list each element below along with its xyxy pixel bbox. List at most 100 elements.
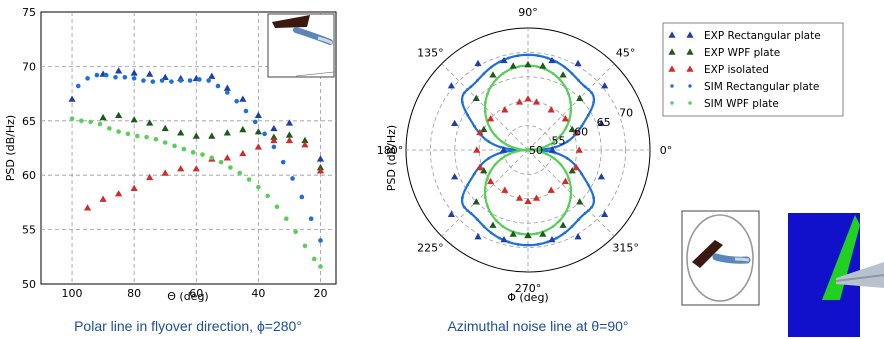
- polar-sim-dot: [535, 65, 539, 68]
- polar-sim-dot: [586, 113, 590, 117]
- polar-sim-dot: [486, 92, 489, 96]
- polar-point-triangle: [500, 235, 508, 243]
- polar-sim-dot: [535, 232, 539, 235]
- polar-sim-dot: [564, 126, 568, 130]
- polar-spoke-gridline: [527, 149, 615, 237]
- polar-sim-dot: [501, 225, 505, 228]
- legend-entry-label: EXP Rectangular plate: [704, 30, 821, 42]
- polar-point-triangle: [559, 71, 567, 78]
- polar-angle-tick-label: 135°: [417, 46, 444, 59]
- polar-sim-dot: [466, 183, 470, 187]
- polar-sim-dot: [489, 65, 493, 69]
- polar-sim-dot: [563, 84, 567, 88]
- polar-point-triangle: [574, 233, 582, 240]
- polar-sim-dot: [580, 172, 584, 176]
- polar-sim-dot: [590, 205, 594, 209]
- polar-sim-dot: [516, 149, 520, 153]
- polar-angle-tick-label: 90°: [518, 6, 538, 19]
- left-point-dot: [134, 133, 140, 139]
- left-point-dot: [113, 74, 118, 80]
- left-point-triangle: [161, 169, 169, 176]
- polar-sim-dot: [563, 231, 567, 235]
- polar-spoke-gridline: [441, 63, 529, 151]
- legend-marker-dot: [670, 84, 674, 88]
- left-y-tick-label: 75: [22, 6, 36, 19]
- left-point-triangle: [192, 132, 200, 139]
- polar-sim-dot: [488, 126, 492, 130]
- left-inset-plate-thumbnail: [267, 13, 335, 78]
- polar-point-triangle: [539, 230, 547, 237]
- polar-sim-dot: [466, 113, 470, 117]
- polar-sim-dot: [567, 178, 571, 182]
- polar-sim-dot: [476, 79, 479, 82]
- left-point-dot: [280, 159, 286, 165]
- polar-point-triangle: [480, 125, 488, 133]
- polar-angle-tick-label: 180°: [377, 144, 404, 157]
- flyover-psd-chart: 100 80 60 40 20 50 55 60 65 70 75 Θ (deg) PSD (dB/…: [4, 6, 337, 334]
- left-point-dot: [69, 116, 75, 121]
- left-point-dot: [215, 83, 221, 89]
- left-y-tick-label: 60: [22, 169, 36, 182]
- left-tick-labels: 100 80 60 40 20 50 55 60 65 70 75: [22, 6, 327, 300]
- legend-marker-dot: [688, 101, 692, 105]
- polar-sim-dot: [460, 100, 464, 104]
- left-point-dot: [141, 78, 146, 83]
- polar-sim-dot: [462, 91, 466, 95]
- polar-ring-label: 55: [552, 135, 566, 148]
- polar-y-axis-label: PSD (dB/Hz): [385, 125, 398, 191]
- left-point-dot: [181, 146, 187, 152]
- polar-point-triangle: [500, 56, 508, 64]
- polar-ring-gridline: [478, 100, 578, 200]
- polar-sim-dot: [483, 110, 487, 113]
- polar-sim-dot: [516, 147, 520, 151]
- left-x-tick-label: 80: [127, 287, 141, 300]
- left-point-triangle: [161, 73, 169, 80]
- left-point-dot: [159, 78, 165, 83]
- polar-point-triangle: [487, 115, 495, 122]
- left-point-triangle: [130, 116, 138, 123]
- polar-point-triangle: [524, 231, 532, 239]
- left-point-triangle: [254, 111, 262, 119]
- left-point-dot: [150, 79, 156, 84]
- polar-sim-dot: [545, 144, 548, 148]
- polar-sim-dot: [536, 149, 540, 153]
- polar-sim-dot: [489, 84, 493, 88]
- polar-sim-dot: [569, 110, 573, 113]
- polar-point-triangle: [473, 146, 481, 153]
- polar-point-triangle: [509, 230, 517, 237]
- left-point-triangle: [115, 67, 123, 74]
- polar-sim-dot: [583, 85, 587, 89]
- polar-sim-dot: [570, 72, 574, 75]
- polar-point-triangle: [559, 221, 567, 228]
- polar-sim-dot: [586, 183, 590, 187]
- left-point-triangle: [239, 149, 247, 157]
- polar-sim-dot: [546, 56, 549, 60]
- polar-sim-dot: [564, 170, 568, 174]
- left-x-tick-label: 20: [313, 287, 327, 300]
- polar-angle-tick-label: 45°: [616, 46, 636, 59]
- left-point-triangle: [99, 195, 107, 202]
- polar-point-triangle: [489, 71, 497, 78]
- polar-sim-dot: [487, 156, 491, 160]
- left-point-triangle: [99, 113, 107, 121]
- polar-sim-dot: [508, 144, 511, 148]
- ellipse-plate-thumbnail: [681, 210, 760, 306]
- polar-point-triangle: [476, 163, 484, 171]
- polar-sim-dot: [559, 163, 563, 167]
- left-point-triangle: [208, 132, 216, 139]
- left-point-dot: [190, 150, 196, 155]
- polar-point-triangle: [597, 119, 605, 126]
- polar-sim-dot: [577, 79, 580, 82]
- polar-sim-dot: [501, 72, 505, 75]
- polar-sim-dot: [536, 54, 540, 58]
- left-point-triangle: [270, 133, 278, 140]
- legend-entry-label: SIM WPF plate: [704, 98, 779, 110]
- polar-sim-dot: [507, 240, 510, 244]
- left-point-dot: [85, 76, 90, 81]
- left-point-dot: [256, 184, 261, 190]
- left-point-triangle: [316, 155, 325, 162]
- polar-sim-dot: [555, 60, 559, 64]
- left-point-dot: [318, 264, 323, 269]
- left-point-dot: [265, 193, 270, 199]
- polar-point-triangle: [575, 146, 583, 153]
